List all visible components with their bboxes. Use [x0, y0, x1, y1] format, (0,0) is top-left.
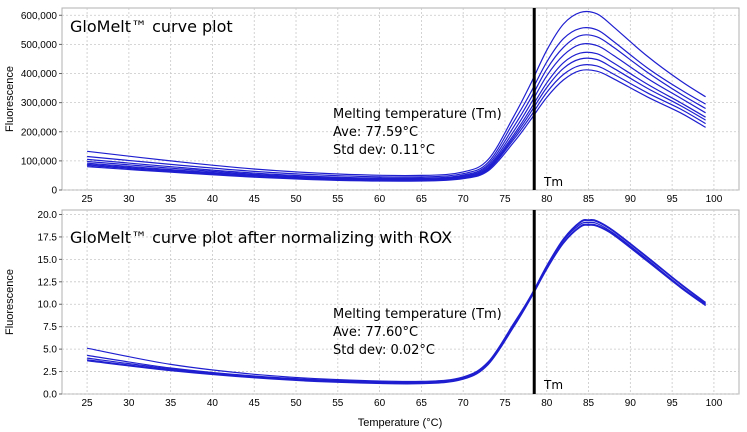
- series-line-6: [87, 57, 706, 181]
- x-tick-label: 60: [374, 194, 386, 205]
- x-tick-label: 55: [332, 398, 344, 409]
- x-tick-label: 25: [82, 194, 94, 205]
- y-tick-label: 200,000: [21, 127, 58, 138]
- annotation-normalized-line3: Std dev: 0.02°C: [333, 343, 435, 358]
- annotation-raw-line2: Ave: 77.59°C: [333, 125, 418, 140]
- annotation-normalized-line1: Melting temperature (Tm): [333, 307, 502, 322]
- series-line-5: [87, 224, 706, 385]
- x-tick-label: 30: [123, 194, 135, 205]
- y-tick-label: 7.5: [43, 322, 57, 333]
- y-ticks-raw: 0 100,000 200,000 300,000 400,000 500,000 600,…: [21, 11, 62, 197]
- y-tick-label: 20.0: [38, 210, 58, 221]
- x-tick-label: 55: [332, 194, 344, 205]
- y-tick-label: 400,000: [21, 69, 58, 80]
- y-tick-label: 600,000: [21, 11, 58, 22]
- y-tick-label: 5.0: [43, 345, 57, 356]
- chart-title-raw: GloMelt™ curve plot: [70, 17, 233, 36]
- series-raw: [87, 10, 706, 182]
- x-tick-label: 60: [374, 398, 386, 409]
- x-tick-label: 50: [290, 398, 302, 409]
- x-tick-label: 80: [541, 398, 553, 409]
- panel-normalized: 0.0 2.5 5.0 7.5 10.0 12.5 15.0 17.5 20.0 25 30 35 4…: [4, 209, 740, 429]
- x-tick-label: 40: [207, 398, 219, 409]
- series-line-3: [87, 34, 706, 179]
- y-tick-label: 2.5: [43, 367, 57, 378]
- annotation-raw-line1: Melting temperature (Tm): [333, 107, 502, 122]
- x-tick-label: 45: [249, 398, 261, 409]
- y-tick-label: 12.5: [38, 277, 58, 288]
- annotation-normalized-line2: Ave: 77.60°C: [333, 325, 418, 340]
- tm-label-normalized: Tm: [543, 378, 563, 392]
- y-ticks-normalized: 0.0 2.5 5.0 7.5 10.0 12.5 15.0 17.5 20.0: [38, 210, 62, 401]
- x-tick-label: 75: [499, 194, 511, 205]
- y-tick-label: 17.5: [38, 232, 58, 243]
- x-tick-label: 100: [706, 398, 723, 409]
- x-tick-label: 40: [207, 194, 219, 205]
- x-tick-label: 80: [541, 194, 553, 205]
- series-line-4: [87, 42, 706, 180]
- x-ticks-raw: 25 30 35 40 45 50 55 60 65 70 75 80 85 90 95 100: [82, 194, 723, 205]
- x-tick-label: 90: [625, 398, 637, 409]
- y-tick-label: 0.0: [43, 390, 57, 401]
- x-tick-label: 95: [667, 194, 679, 205]
- x-tick-label: 70: [458, 194, 470, 205]
- tm-label-raw: Tm: [543, 175, 563, 189]
- y-tick-label: 300,000: [21, 98, 58, 109]
- series-normalized: [86, 219, 706, 385]
- x-tick-label: 70: [458, 398, 470, 409]
- series-line-8: [87, 69, 706, 182]
- panel-raw: 0 100,000 200,000 300,000 400,000 500,000 600,…: [4, 7, 740, 205]
- x-tick-label: 95: [667, 398, 679, 409]
- x-tick-label: 30: [123, 398, 135, 409]
- y-tick-label: 10.0: [38, 300, 58, 311]
- y-tick-label: 100,000: [21, 156, 58, 167]
- x-tick-label: 35: [165, 194, 177, 205]
- x-tick-label: 65: [416, 398, 428, 409]
- x-tick-label: 85: [583, 398, 595, 409]
- y-tick-label: 0: [51, 186, 57, 197]
- x-axis-label: Temperature (°C): [358, 417, 442, 429]
- chart-title-normalized: GloMelt™ curve plot after normalizing wi…: [70, 228, 452, 247]
- y-axis-label-normalized: Fluorescence: [4, 269, 16, 335]
- y-tick-label: 15.0: [38, 255, 58, 266]
- x-tick-label: 75: [499, 398, 511, 409]
- y-axis-label-raw: Fluorescence: [4, 66, 16, 132]
- y-tick-label: 500,000: [21, 40, 58, 51]
- x-ticks-normalized: 25 30 35 40 45 50 55 60 65 70 75 80 85 90 95 100: [82, 398, 723, 409]
- series-line-1: [87, 10, 706, 177]
- annotation-raw-line3: Std dev: 0.11°C: [333, 143, 435, 158]
- x-tick-label: 35: [165, 398, 177, 409]
- x-tick-label: 50: [290, 194, 302, 205]
- x-tick-label: 85: [583, 194, 595, 205]
- x-tick-label: 90: [625, 194, 637, 205]
- x-tick-label: 65: [416, 194, 428, 205]
- x-tick-label: 45: [249, 194, 261, 205]
- x-tick-label: 25: [82, 398, 94, 409]
- series-line-2: [87, 27, 706, 178]
- x-tick-label: 100: [706, 194, 723, 205]
